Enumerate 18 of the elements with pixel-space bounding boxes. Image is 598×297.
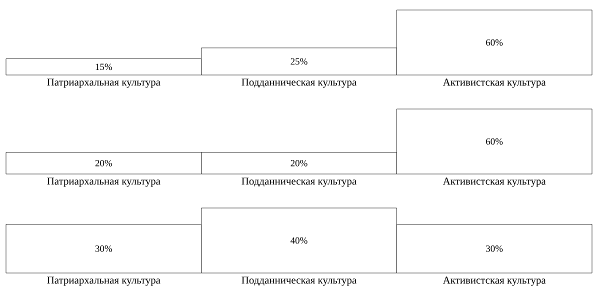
data-label: 20%: [290, 160, 308, 166]
data-label: 40%: [290, 237, 308, 244]
x-tick-label: Активистская культура: [442, 78, 546, 88]
data-label: 20%: [95, 160, 112, 166]
x-tick-label: Патриархальная культура: [47, 78, 160, 88]
data-label: 15%: [96, 64, 112, 70]
data-label: 60%: [486, 138, 503, 145]
x-tick-label: Подданническая культура: [242, 276, 356, 286]
x-tick-label: Подданническая культура: [242, 78, 356, 88]
data-label: 60%: [486, 39, 503, 46]
x-tick-label: Активистская культура: [442, 276, 546, 286]
x-tick-label: Патриархальная культура: [47, 276, 160, 286]
x-tick-label: Подданническая культура: [242, 178, 356, 187]
data-label: 30%: [486, 245, 503, 252]
x-tick-label: Активистская культура: [442, 178, 546, 187]
data-label: 30%: [95, 245, 112, 252]
x-tick-label: Патриархальная культура: [47, 178, 160, 187]
data-label: 25%: [290, 58, 308, 65]
